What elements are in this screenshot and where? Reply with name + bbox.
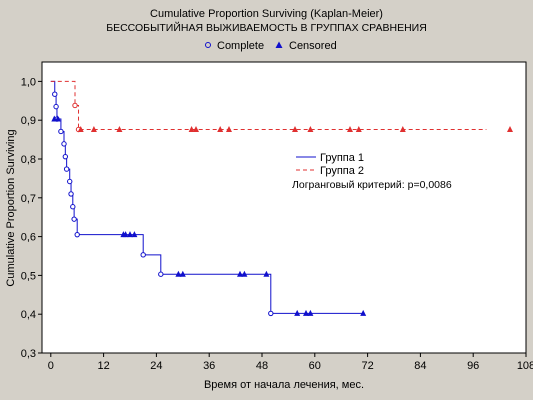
censored-point [241,270,248,277]
y-axis: 0,3 0,4 0,5 0,6 0,7 0,8 0,9 1,0 [21,76,42,360]
x-tick-label: 72 [361,360,373,372]
censored-point [226,126,232,133]
logrank-annotation: Логранговый критерий: p=0,0086 [292,179,452,191]
censored-point [54,115,61,122]
legend-censored-marker [275,41,283,48]
censored-point [307,309,314,316]
censored-point [127,231,133,238]
censored-point [131,231,138,238]
x-tick-label: 60 [309,360,321,372]
x-tick-label: 84 [414,360,426,372]
censored-point [507,126,513,133]
complete-point [67,178,73,185]
censored-point [217,126,224,133]
censored-point [175,270,182,277]
x-tick-label: 24 [150,360,162,372]
x-tick-label: 36 [203,360,215,372]
censored-point [193,126,199,133]
y-axis-label: Cumulative Proportion Surviving [5,129,17,286]
complete-point [72,102,78,109]
complete-point [268,310,274,317]
censored-point [294,309,301,316]
legend-group1-label: Группа 1 [320,152,364,164]
y-tick-label: 0,3 [21,348,36,360]
y-tick-label: 0,8 [21,154,36,166]
censored-point [360,309,367,316]
censored-point [347,126,353,133]
x-tick-label: 48 [256,360,268,372]
chart-subtitle: БЕССОБЫТИЙНАЯ ВЫЖИВАЕМОСТЬ В ГРУППАХ СРА… [106,21,427,34]
x-tick-label: 108 [517,360,533,372]
y-tick-label: 0,4 [21,309,36,321]
censored-point [292,126,298,133]
series-1 [50,80,367,317]
censored-point [179,270,186,277]
y-tick-label: 0,9 [21,115,36,127]
inner-legend: Группа 1 Группа 2 Логранговый критерий: … [292,152,452,191]
series-2 [50,80,513,133]
censored-point [188,126,195,133]
y-tick-label: 1,0 [21,76,36,88]
y-tick-label: 0,6 [21,232,36,244]
complete-point [62,153,69,160]
legend-complete-marker [205,42,211,48]
complete-point [74,231,80,238]
x-tick-label: 12 [97,360,109,372]
legend-group2-label: Группа 2 [320,165,364,177]
censored-point [399,126,406,133]
complete-point [70,204,76,210]
complete-point [68,191,74,197]
censored-point [307,126,314,133]
censored-point [116,126,123,133]
censored-point [237,270,243,277]
chart-title: Cumulative Proportion Surviving (Kaplan-… [150,8,383,20]
complete-point [52,91,58,97]
series-layer [50,80,513,317]
x-tick-label: 0 [48,360,54,372]
complete-point [71,216,77,222]
top-legend: Complete Censored [205,40,337,52]
x-axis-label: Время от начала лечения, мес. [204,379,364,391]
censored-point [90,126,97,133]
censored-point [77,126,84,133]
plot-area [41,61,527,354]
complete-point [63,166,70,172]
censored-point [303,309,309,316]
x-tick-label: 96 [467,360,479,372]
complete-point [61,141,67,147]
complete-point [140,252,146,258]
y-tick-label: 0,7 [21,193,36,205]
complete-point [58,128,64,135]
censored-point [263,270,270,277]
censored-point [355,126,362,133]
legend-complete-label: Complete [217,40,264,52]
censored-point [122,231,129,238]
complete-point [158,271,164,277]
y-tick-label: 0,5 [21,270,36,282]
complete-point [53,103,59,110]
legend-censored-label: Censored [289,40,337,52]
x-axis: 0 12 24 36 48 60 72 84 96 108 [48,353,533,372]
